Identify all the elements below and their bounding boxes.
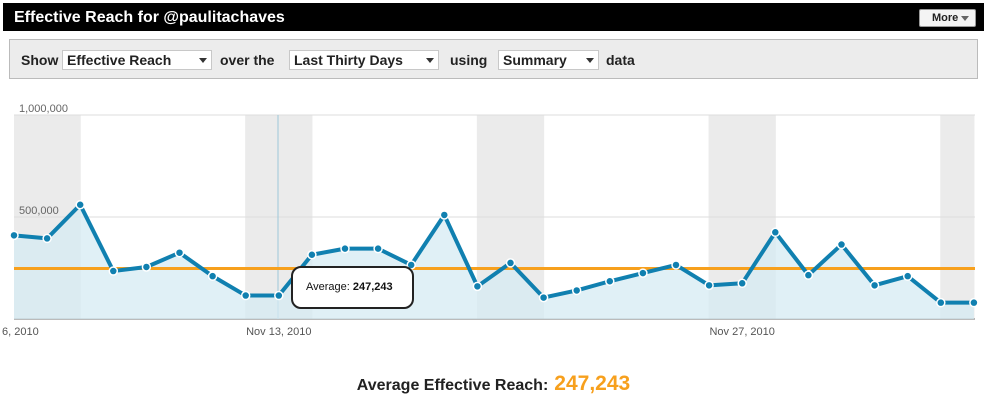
data-point (969, 297, 979, 308)
chevron-down-icon (426, 58, 434, 63)
y-tick-labels: 500,000 1,000,000 (19, 103, 68, 217)
data-point (207, 271, 218, 281)
title-bar-background (3, 3, 984, 31)
line-layer (13, 202, 974, 305)
data-point (869, 280, 880, 291)
points-layer (9, 200, 979, 308)
data-point (9, 230, 19, 241)
data-point (174, 247, 185, 258)
data-point (936, 297, 946, 308)
y-tick-label: 1,000,000 (19, 103, 68, 115)
data-point (42, 233, 52, 244)
data-point (307, 249, 317, 260)
metric-select-value: Effective Reach (67, 52, 172, 68)
more-button-label: More (932, 12, 959, 24)
x-tick-label: 6, 2010 (2, 326, 39, 338)
data-point (836, 239, 847, 250)
series-line (13, 202, 974, 305)
data-point (671, 260, 681, 270)
data-point (538, 292, 549, 303)
x-tick-label: Nov 13, 2010 (246, 326, 311, 338)
data-point (803, 270, 814, 280)
average-summary-value: 247,243 (554, 372, 631, 395)
data-point (373, 243, 383, 254)
data-label: data (606, 52, 635, 68)
data-point (638, 268, 648, 278)
data-point (240, 290, 251, 301)
area-fill (14, 204, 974, 319)
using-label: using (450, 52, 488, 68)
title-bar: Effective Reach for @paulitachaves More (0, 0, 987, 34)
data-point (571, 285, 582, 296)
data-point (770, 227, 781, 238)
data-point (505, 258, 516, 268)
chevron-down-icon (199, 58, 207, 63)
range-select[interactable]: Last Thirty Days (289, 50, 439, 70)
over-label: over the (220, 52, 275, 68)
effective-reach-chart: 500,000 1,000,000 6, 2010 Nov 13, 2010 Nov … (2, 103, 979, 338)
page-title: Effective Reach for @paulitachaves (14, 9, 285, 26)
data-point (902, 271, 913, 281)
data-point (108, 266, 119, 276)
data-point (439, 210, 450, 220)
data-point (340, 243, 350, 254)
data-point (274, 290, 284, 301)
area-layer (14, 204, 974, 319)
chevron-down-icon (586, 58, 594, 63)
controls-bar: Show Effective Reach over the Last Thirt… (9, 39, 978, 79)
average-tooltip-value: 247,243 (352, 281, 393, 293)
show-label: Show (21, 52, 59, 68)
x-tick-label: Nov 27, 2010 (709, 326, 774, 338)
data-point (472, 281, 483, 292)
data-point (141, 262, 152, 272)
average-tooltip-label: Average: (306, 281, 350, 293)
data-point (605, 276, 615, 287)
metric-select[interactable]: Effective Reach (62, 50, 212, 70)
x-tick-labels: 6, 2010 Nov 13, 2010 Nov 27, 2010 (2, 326, 775, 338)
average-tooltip: Average: 247,243 (291, 266, 414, 309)
average-summary: Average Effective Reach: 247,243 (0, 372, 987, 396)
more-button[interactable]: More (919, 9, 976, 27)
range-select-value: Last Thirty Days (294, 52, 403, 68)
mode-select-value: Summary (503, 52, 567, 68)
average-summary-label: Average Effective Reach: (356, 377, 549, 394)
data-point (737, 278, 747, 289)
mode-select[interactable]: Summary (498, 50, 599, 70)
y-tick-label: 500,000 (19, 205, 59, 217)
data-point (75, 200, 85, 210)
chevron-down-icon (961, 16, 969, 21)
data-point (704, 280, 714, 291)
